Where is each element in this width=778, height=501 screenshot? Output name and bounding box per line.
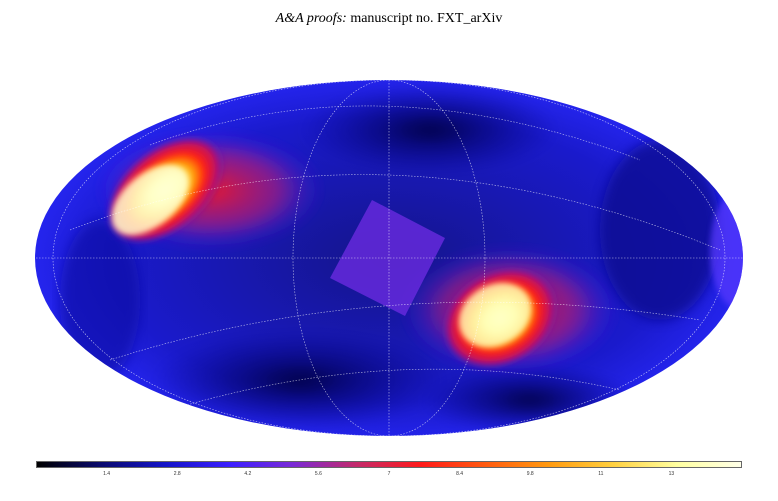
- colorbar-tick-label: 2.8: [173, 471, 181, 477]
- graticule: [35, 80, 743, 436]
- journal-name: A&A proofs:: [275, 11, 347, 26]
- colorbar: [36, 461, 742, 468]
- running-head: A&A proofs: manuscript no. FXT_arXiv: [0, 10, 778, 28]
- colorbar-tick-label: 13: [668, 471, 675, 477]
- colorbar-tick-label: 7: [387, 471, 391, 477]
- colorbar-tick-label: 4.2: [244, 471, 252, 477]
- colorbar-tick-label: 5.6: [314, 471, 322, 477]
- colorbar-tick-label: 8.4: [456, 471, 464, 477]
- sky-map: [35, 80, 743, 436]
- colorbar-tick-label: 11: [598, 471, 604, 477]
- colorbar-tick-label: 9.8: [526, 471, 534, 477]
- graticule-curves: [69, 105, 721, 411]
- colorbar-tick-label: 1.4: [103, 471, 111, 477]
- manuscript-number: manuscript no. FXT_arXiv: [350, 11, 503, 26]
- colorbar-ticks: 1.4 2.8 4.2 5.6 7 8.4 9.8 11 13: [36, 471, 742, 483]
